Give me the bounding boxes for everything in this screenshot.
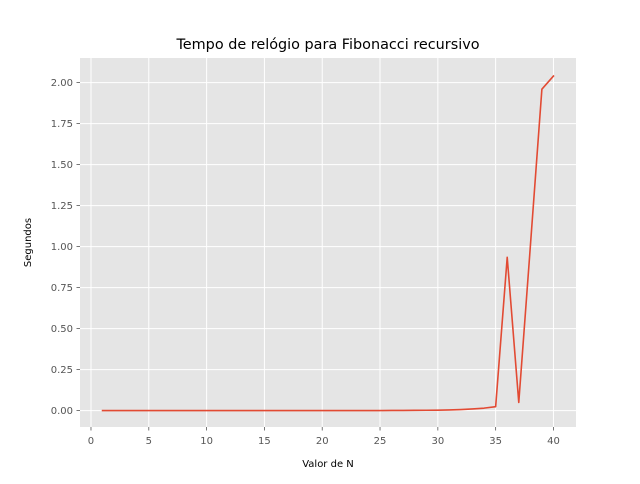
y-tick-label: 1.50 xyxy=(51,160,73,171)
x-tick-label: 20 xyxy=(316,436,329,447)
x-axis-ticks: 0 5 10 15 20 25 30 35 40 xyxy=(88,427,560,447)
y-tick-label: 1.00 xyxy=(51,242,73,253)
x-tick-label: 35 xyxy=(489,436,502,447)
x-tick-label: 0 xyxy=(88,436,94,447)
y-tick-label: 2.00 xyxy=(51,78,73,89)
plot-area xyxy=(80,58,576,427)
y-tick-label: 0.50 xyxy=(51,324,73,335)
x-tick-label: 10 xyxy=(200,436,213,447)
y-tick-label: 0.25 xyxy=(51,365,73,376)
series-line xyxy=(101,74,555,412)
series-group xyxy=(101,74,555,412)
chart-title: Tempo de relógio para Fibonacci recursiv… xyxy=(175,37,479,53)
y-axis-label: Segundos xyxy=(23,218,34,267)
x-tick-label: 5 xyxy=(146,436,152,447)
y-tick-label: 0.00 xyxy=(51,406,73,417)
x-tick-label: 25 xyxy=(374,436,387,447)
x-tick-label: 30 xyxy=(431,436,444,447)
y-tick-label: 1.75 xyxy=(51,119,73,130)
x-tick-label: 15 xyxy=(258,436,271,447)
y-axis-ticks: 0.00 0.25 0.50 0.75 1.00 1.25 1.50 1.75 2.00 xyxy=(51,78,80,417)
y-tick-label: 1.25 xyxy=(51,201,73,212)
x-axis-label: Valor de N xyxy=(302,459,354,470)
x-tick-label: 40 xyxy=(547,436,560,447)
y-tick-label: 0.75 xyxy=(51,283,73,294)
